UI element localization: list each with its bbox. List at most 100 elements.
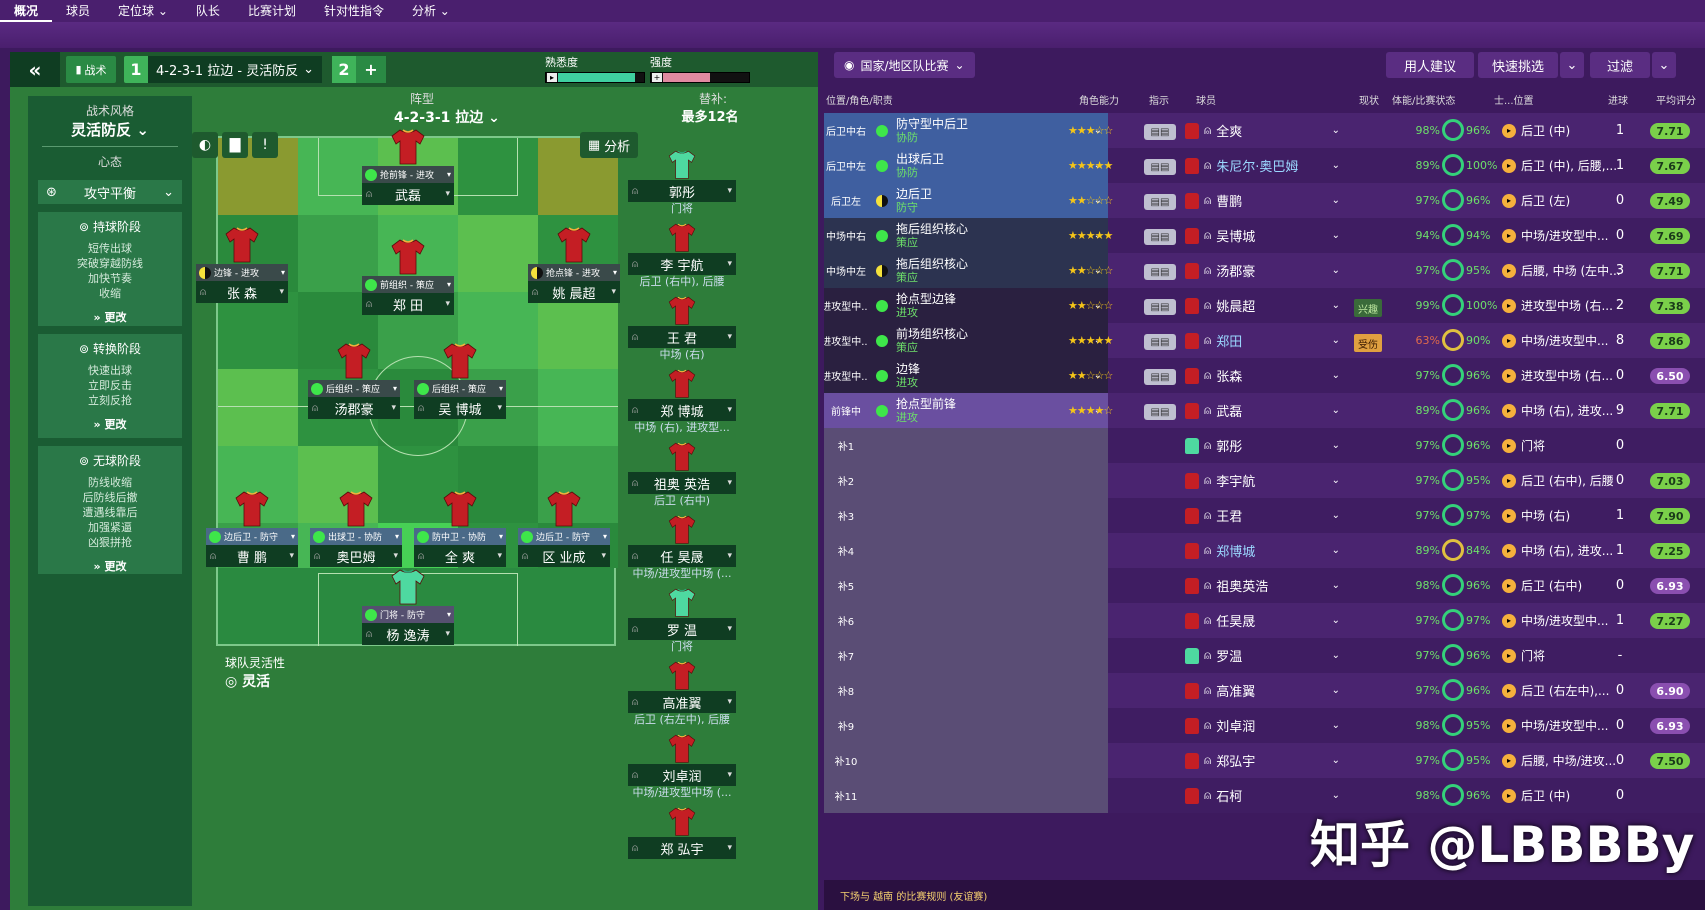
player-cell[interactable]: ⍝ 罗温 ⌄	[1180, 638, 1350, 673]
player-cell[interactable]: ⍝ 任昊晟 ⌄	[1180, 603, 1350, 638]
pitch-player[interactable]: 防中卫 - 协防 ▾ ⍝ 全 爽 ▾	[414, 488, 506, 567]
role-cell[interactable]: 拖后组织核心 策应 ⌄	[868, 253, 1108, 288]
player-cell[interactable]: ⍝ 郑田 ⌄	[1180, 323, 1350, 358]
player-cell[interactable]: ⍝ 郭彤 ⌄	[1180, 428, 1350, 463]
player-cell[interactable]: ⍝ 武磊 ⌄	[1180, 393, 1350, 428]
table-row[interactable]: 补11 ⍝ 石柯 ⌄ 98% 96% ▸ 后卫 (中) 0	[824, 778, 1705, 813]
competition-select[interactable]: ◉ 国家/地区队比赛 ⌄	[834, 52, 975, 78]
table-row[interactable]: 进攻型中... 抢点型边锋 进攻 ⌄ ★★☆☆☆ ▤▤ ⍝ 姚晨超 ⌄ 兴趣 99% 100% ▸ 进攻型…	[824, 288, 1705, 323]
advice-button[interactable]: 用人建议	[1386, 52, 1474, 78]
tactic-slot-1[interactable]: 1	[124, 56, 148, 83]
player-cell[interactable]: ⍝ 李宇航 ⌄	[1180, 463, 1350, 498]
table-row[interactable]: 进攻型中... 前场组织核心 策应 ⌄ ★★★★★ ▤▤ ⍝ 郑田 ⌄ 受伤 63% 90% ▸ 中场/进…	[824, 323, 1705, 358]
table-row[interactable]: 补5 ⍝ 祖奥英浩 ⌄ 98% 96% ▸ 后卫 (右中) 0 6.93	[824, 568, 1705, 603]
role-cell[interactable]: 防守型中后卫 协防 ⌄	[868, 113, 1108, 148]
player-instructions-button[interactable]: ▤▤	[1144, 299, 1176, 315]
col-instr[interactable]: 指示	[1149, 96, 1169, 107]
filter-dropdown[interactable]: ⌄	[1652, 52, 1676, 78]
style-select[interactable]: 灵活防反 ⌄	[28, 119, 192, 140]
player-instructions-button[interactable]: ▤▤	[1144, 334, 1176, 350]
table-row[interactable]: 补1 ⍝ 郭彤 ⌄ 97% 96% ▸ 门将 0	[824, 428, 1705, 463]
role-select[interactable]: 后组织 - 策应 ▾	[414, 380, 506, 397]
pitch-player[interactable]: 后组织 - 策应 ▾ ⍝ 吴 博城 ▾	[414, 340, 506, 419]
table-row[interactable]: 后卫中左 出球后卫 协防 ⌄ ★★★★★ ▤▤ ⍝ 朱尼尔·奥巴姆 ⌄ 89% 100% ▸ 后卫 (中…	[824, 148, 1705, 183]
table-row[interactable]: 补6 ⍝ 任昊晟 ⌄ 97% 97% ▸ 中场/进攻型中... 1 7.27	[824, 603, 1705, 638]
player-cell[interactable]: ⍝ 全爽 ⌄	[1180, 113, 1350, 148]
player-instructions-button[interactable]: ▤▤	[1144, 264, 1176, 280]
bench-player[interactable]: ⍝ 王 君 ▾ 中场 (右)	[628, 294, 736, 362]
quick-pick-button[interactable]: 快速挑选	[1478, 52, 1558, 78]
player-cell[interactable]: ⍝ 曹鹏 ⌄	[1180, 183, 1350, 218]
player-cell[interactable]: ⍝ 刘卓润 ⌄	[1180, 708, 1350, 743]
table-row[interactable]: 中场中左 拖后组织核心 策应 ⌄ ★★☆☆☆ ▤▤ ⍝ 汤郡豪 ⌄ 97% 95% ▸ 后腰, 中场 (…	[824, 253, 1705, 288]
role-cell[interactable]: 边锋 进攻 ⌄	[868, 358, 1108, 393]
player-instructions-button[interactable]: ▤▤	[1144, 369, 1176, 385]
role-select[interactable]: 门将 - 防守 ▾	[362, 606, 454, 623]
quick-pick-dropdown[interactable]: ⌄	[1560, 52, 1584, 78]
change-button[interactable]: » 更改	[40, 558, 180, 574]
table-row[interactable]: 补2 ⍝ 李宇航 ⌄ 97% 95% ▸ 后卫 (右中), 后腰 0 7.03	[824, 463, 1705, 498]
col-cond[interactable]: 体能/比赛状态	[1392, 96, 1456, 107]
role-select[interactable]: 出球卫 - 协防 ▾	[310, 528, 402, 545]
nav-item-3[interactable]: 队长	[195, 4, 220, 18]
role-select[interactable]: 边后卫 - 防守 ▾	[518, 528, 610, 545]
analysis-button[interactable]: ▦ 分析	[580, 132, 638, 158]
pitch-player[interactable]: 前组织 - 策应 ▾ ⍝ 郑 田 ▾	[362, 236, 454, 315]
player-cell[interactable]: ⍝ 石柯 ⌄	[1180, 778, 1350, 813]
player-cell[interactable]: ⍝ 汤郡豪 ⌄	[1180, 253, 1350, 288]
role-select[interactable]: 防中卫 - 协防 ▾	[414, 528, 506, 545]
player-instructions-button[interactable]: ▤▤	[1144, 404, 1176, 420]
player-cell[interactable]: ⍝ 吴博城 ⌄	[1180, 218, 1350, 253]
player-cell[interactable]: ⍝ 郑博城 ⌄	[1180, 533, 1350, 568]
pitch-player[interactable]: 边后卫 - 防守 ▾ ⍝ 曹 鹏 ▾	[206, 488, 298, 567]
col-goals[interactable]: 进球	[1608, 96, 1628, 107]
nav-item-6[interactable]: 分析 ⌄	[411, 4, 450, 18]
formation-select[interactable]: 4-2-3-1 拉边 ⌄	[394, 107, 500, 127]
table-row[interactable]: 补7 ⍝ 罗温 ⌄ 97% 96% ▸ 门将 -	[824, 638, 1705, 673]
role-cell[interactable]: 前场组织核心 策应 ⌄	[868, 323, 1108, 358]
table-row[interactable]: 补9 ⍝ 刘卓润 ⌄ 98% 95% ▸ 中场/进攻型中... 0 6.93	[824, 708, 1705, 743]
filter-button[interactable]: 过滤	[1590, 52, 1650, 78]
table-row[interactable]: 后卫左 边后卫 防守 ⌄ ★★☆☆☆ ▤▤ ⍝ 曹鹏 ⌄ 97% 96% ▸ 后卫 (左) 0 7.49	[824, 183, 1705, 218]
pitch-player[interactable]: 抢前锋 - 进攻 ▾ ⍝ 武磊 ▾	[362, 126, 454, 205]
pitch-player[interactable]: 边后卫 - 防守 ▾ ⍝ 区 业成 ▾	[518, 488, 610, 567]
table-row[interactable]: 后卫中右 防守型中后卫 协防 ⌄ ★★★☆☆ ▤▤ ⍝ 全爽 ⌄ 98% 96% ▸ 后卫 (中) 1 7.…	[824, 113, 1705, 148]
view-info-button[interactable]: !	[252, 132, 278, 158]
nav-item-2[interactable]: 定位球 ⌄	[118, 4, 168, 18]
table-row[interactable]: 补10 ⍝ 郑弘宇 ⌄ 97% 95% ▸ 后腰, 中场/进攻... 0 7.50	[824, 743, 1705, 778]
col-state[interactable]: 现状	[1359, 96, 1379, 107]
pitch-player[interactable]: 边锋 - 进攻 ▾ ⍝ 张 森 ▾	[196, 224, 288, 303]
bench-player[interactable]: ⍝ 祖奥 英浩 ▾ 后卫 (右中)	[628, 440, 736, 508]
tactic-select[interactable]: 4-2-3-1 拉边 - 灵活防反 ⌄	[148, 56, 322, 83]
tactic-slot-2[interactable]: 2	[332, 56, 356, 83]
bench-player[interactable]: ⍝ 郑 博城 ▾ 中场 (右), 进攻型...	[628, 367, 736, 435]
nav-item-5[interactable]: 针对性指令	[323, 4, 384, 18]
table-row[interactable]: 中场中右 拖后组织核心 策应 ⌄ ★★★★★ ▤▤ ⍝ 吴博城 ⌄ 94% 94% ▸ 中场/进攻型中.…	[824, 218, 1705, 253]
pitch-player[interactable]: 抢点锋 - 进攻 ▾ ⍝ 姚 晨超 ▾	[528, 224, 620, 303]
role-cell[interactable]: 抢点型边锋 进攻 ⌄	[868, 288, 1108, 323]
role-select[interactable]: 前组织 - 策应 ▾	[362, 276, 454, 293]
familiarity-meter[interactable]: 熟悉度 ▸	[545, 54, 645, 83]
player-cell[interactable]: ⍝ 郑弘宇 ⌄	[1180, 743, 1350, 778]
player-cell[interactable]: ⍝ 姚晨超 ⌄	[1180, 288, 1350, 323]
table-row[interactable]: 前锋中 抢点型前锋 进攻 ⌄ ★★★★☆ ▤▤ ⍝ 武磊 ⌄ 89% 96% ▸ 中场 (右), 进攻.…	[824, 393, 1705, 428]
pitch-player[interactable]: 门将 - 防守 ▾ ⍝ 杨 逸涛 ▾	[362, 566, 454, 645]
bench-player[interactable]: ⍝ 郭彤 ▾ 门将	[628, 148, 736, 216]
table-row[interactable]: 进攻型中... 边锋 进攻 ⌄ ★★☆☆☆ ▤▤ ⍝ 张森 ⌄ 97% 96% ▸ 进攻型中场 (右..…	[824, 358, 1705, 393]
role-cell[interactable]: 抢点型前锋 进攻 ⌄	[868, 393, 1108, 428]
bench-player[interactable]: ⍝ 郑 弘宇 ▾	[628, 805, 736, 873]
bench-player[interactable]: ⍝ 罗 温 ▾ 门将	[628, 586, 736, 654]
col-rating[interactable]: 平均评分	[1656, 96, 1696, 107]
table-row[interactable]: 补8 ⍝ 高准翼 ⌄ 97% 96% ▸ 后卫 (右左中),... 0 6.90	[824, 673, 1705, 708]
pitch-player[interactable]: 出球卫 - 协防 ▾ ⍝ 奥巴姆 ▾	[310, 488, 402, 567]
view-stats-button[interactable]: ▇	[222, 132, 248, 158]
bench-player[interactable]: ⍝ 李 宇航 ▾ 后卫 (右中), 后腰	[628, 221, 736, 289]
collapse-button[interactable]: «	[10, 52, 60, 87]
player-cell[interactable]: ⍝ 朱尼尔·奥巴姆 ⌄	[1180, 148, 1350, 183]
role-cell[interactable]: 出球后卫 协防 ⌄	[868, 148, 1108, 183]
role-select[interactable]: 后组织 - 策应 ▾	[308, 380, 400, 397]
player-cell[interactable]: ⍝ 高准翼 ⌄	[1180, 673, 1350, 708]
pitch-player[interactable]: 后组织 - 策应 ▾ ⍝ 汤郡豪 ▾	[308, 340, 400, 419]
role-cell[interactable]: 拖后组织核心 策应 ⌄	[868, 218, 1108, 253]
intensity-meter[interactable]: 强度 +	[650, 54, 750, 83]
